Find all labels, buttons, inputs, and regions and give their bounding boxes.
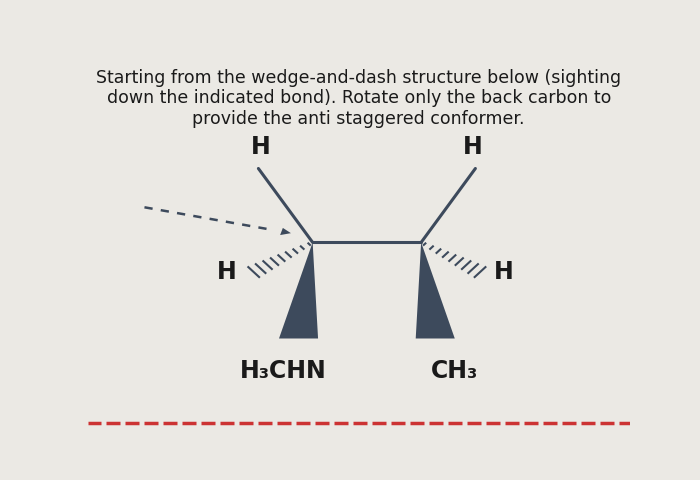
Text: Starting from the wedge-and-dash structure below (sighting
down the indicated bo: Starting from the wedge-and-dash structu… (96, 69, 622, 128)
Text: CH₃: CH₃ (431, 359, 478, 383)
Polygon shape (279, 242, 318, 338)
Polygon shape (416, 242, 455, 338)
Polygon shape (280, 228, 291, 235)
Text: H: H (494, 260, 514, 284)
Text: H₃CHN: H₃CHN (239, 359, 326, 383)
Text: H: H (217, 260, 237, 284)
Text: H: H (463, 135, 482, 159)
Text: H: H (251, 135, 271, 159)
